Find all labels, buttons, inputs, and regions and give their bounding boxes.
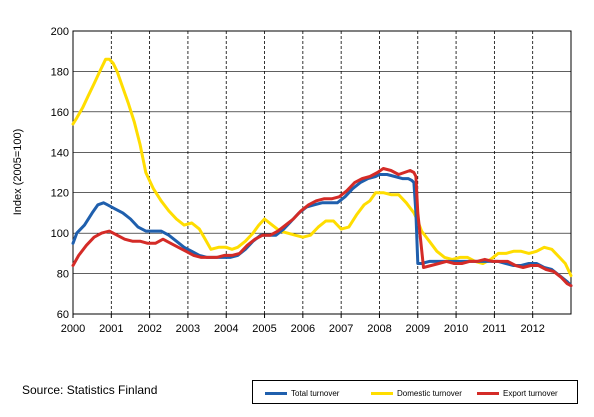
legend-label-domestic: Domestic turnover	[397, 388, 462, 398]
x-tick-label: 2001	[99, 323, 123, 335]
y-axis-ticks: 60 80 100 120 140 160 180 200	[51, 26, 69, 321]
x-tick-label: 2003	[176, 323, 200, 335]
x-tick-label: 2004	[214, 323, 238, 335]
y-tick-label: 80	[57, 269, 69, 281]
y-tick-label: 60	[57, 309, 69, 321]
grid	[73, 31, 571, 314]
x-tick-label: 2011	[483, 323, 507, 335]
series-line-domestic-turnover	[71, 57, 573, 278]
legend: Total turnover Domestic turnover Export …	[252, 380, 578, 404]
x-tick-label: 2010	[444, 323, 468, 335]
y-tick-label: 140	[51, 147, 69, 159]
x-tick-label: 2000	[61, 323, 85, 335]
legend-item-export: Export turnover	[477, 387, 558, 399]
x-tick-label: 2009	[406, 323, 430, 335]
legend-swatch-total	[265, 391, 287, 395]
legend-swatch-domestic	[371, 391, 393, 395]
plot-frame	[72, 30, 572, 315]
legend-label-export: Export turnover	[503, 388, 558, 398]
series-layer	[71, 57, 573, 288]
legend-item-domestic: Domestic turnover	[371, 387, 462, 399]
source-note: Source: Statistics Finland	[22, 383, 158, 397]
x-axis-ticks: 2000 2001 2002 2003 2004 2005 2006 2007 2008 2009…	[61, 314, 545, 335]
x-tick-label: 2002	[137, 323, 161, 335]
legend-item-total: Total turnover	[265, 387, 339, 399]
y-tick-label: 120	[51, 188, 69, 200]
series-line-export-turnover	[71, 167, 573, 288]
plot-area	[72, 30, 572, 315]
x-tick-label: 2007	[329, 323, 353, 335]
x-tick-label: 2005	[252, 323, 276, 335]
y-tick-label: 180	[51, 66, 69, 78]
y-tick-label: 100	[51, 228, 69, 240]
y-tick-label: 160	[51, 107, 69, 119]
series-line-total-turnover	[71, 173, 573, 288]
y-tick-label: 200	[51, 26, 69, 38]
legend-swatch-export	[477, 391, 499, 395]
x-tick-label: 2012	[520, 323, 544, 335]
x-tick-label: 2008	[367, 323, 391, 335]
legend-label-total: Total turnover	[291, 388, 340, 398]
y-axis-label: Index (2005=100)	[12, 129, 24, 216]
x-tick-label: 2006	[291, 323, 315, 335]
